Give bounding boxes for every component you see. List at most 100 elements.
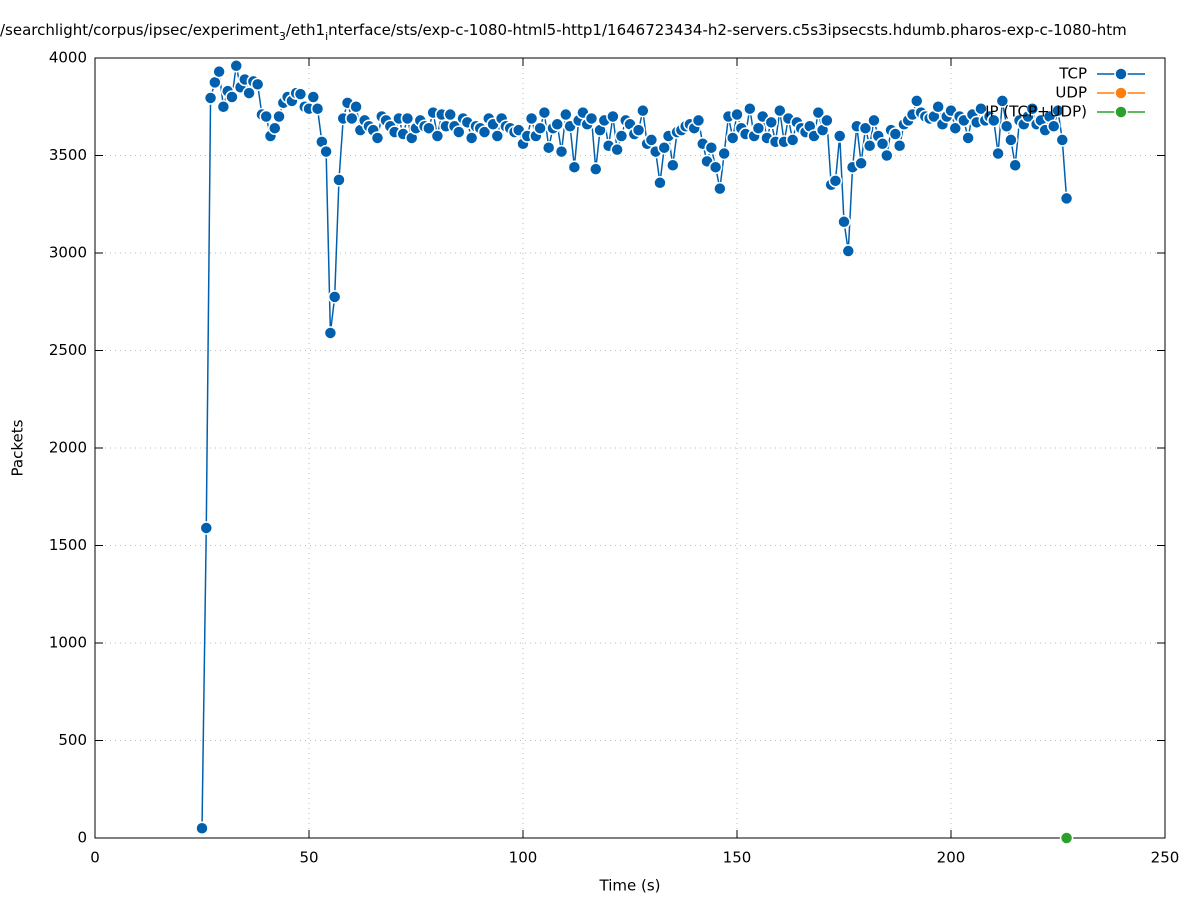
data-point [832, 129, 847, 143]
data-point [422, 121, 436, 135]
data-point [725, 131, 740, 145]
data-point [606, 109, 620, 124]
data-point [490, 129, 505, 143]
data-point [306, 90, 321, 104]
x-tick-label: 50 [299, 849, 318, 867]
x-tick-label: 150 [723, 849, 752, 867]
data-point [1051, 103, 1065, 118]
chart-title: /searchlight/corpus/ipsec/experiment3/et… [0, 21, 1127, 43]
data-point [773, 103, 787, 118]
data-point [533, 121, 547, 135]
data-point [1004, 133, 1018, 147]
data-point [589, 162, 603, 176]
data-point [216, 100, 231, 114]
data-point [212, 64, 226, 79]
x-axis-label: Time (s) [599, 877, 661, 895]
title-part: i [325, 30, 328, 43]
data-point [691, 113, 706, 128]
x-tick-label: 250 [1151, 849, 1180, 867]
y-tick-label: 3500 [49, 146, 87, 164]
data-point [1025, 101, 1040, 116]
legend-marker [1114, 86, 1128, 100]
data-point [717, 146, 731, 161]
series-line [201, 65, 1068, 829]
data-point [730, 107, 744, 122]
data-point [644, 133, 659, 147]
data-point [319, 144, 333, 159]
data-point [584, 111, 599, 126]
data-point [811, 105, 826, 120]
x-tick-label: 0 [90, 849, 100, 867]
data-point [400, 111, 415, 126]
data-point [841, 244, 856, 258]
data-point [764, 115, 778, 130]
data-point [537, 105, 552, 120]
y-tick-label: 4000 [49, 49, 87, 67]
data-point [892, 139, 907, 153]
data-point [345, 111, 359, 126]
data-point [259, 109, 273, 124]
legend-marker [1114, 67, 1128, 81]
data-point [524, 111, 539, 126]
data-point [349, 100, 363, 114]
data-point [875, 137, 890, 151]
x-tick-label: 200 [937, 849, 966, 867]
y-tick-label: 1000 [49, 634, 87, 652]
data-point [828, 174, 843, 188]
data-point [708, 160, 723, 174]
data-point [751, 121, 766, 135]
data-point [293, 87, 308, 101]
y-axis-label: Packets [9, 419, 27, 476]
y-tick-label: 3000 [49, 244, 87, 262]
data-point [1055, 133, 1070, 147]
data-point [666, 158, 680, 172]
data-point [229, 59, 243, 73]
y-tick-label: 2000 [49, 439, 87, 457]
data-point [991, 146, 1005, 161]
data-point [477, 125, 492, 139]
data-point [858, 121, 873, 135]
data-point [837, 215, 851, 229]
data-point [636, 103, 650, 118]
data-point [974, 101, 988, 116]
data-point [225, 90, 239, 104]
data-point [550, 117, 564, 132]
y-tick-label: 0 [77, 829, 87, 847]
data-point [370, 131, 385, 145]
data-point [631, 123, 646, 137]
y-tick-label: 2500 [49, 341, 87, 359]
data-point [323, 326, 338, 340]
data-point [995, 94, 1010, 108]
data-point [559, 107, 573, 122]
data-point [987, 113, 1001, 128]
data-point [1046, 119, 1061, 133]
legend-label: IP (TCP+UDP) [985, 103, 1087, 121]
title-part: /eth1 [286, 21, 325, 39]
data-point [327, 290, 342, 304]
data-point [910, 94, 924, 108]
data-point [430, 129, 445, 143]
data-point [888, 127, 903, 141]
title-part: 3 [279, 30, 286, 43]
data-point [820, 113, 834, 128]
data-point [242, 86, 256, 100]
data-point [310, 101, 325, 116]
data-point [1008, 158, 1022, 172]
data-point [999, 119, 1014, 133]
data-point [464, 131, 479, 145]
x-tick-label: 100 [509, 849, 538, 867]
data-point [610, 142, 624, 157]
data-point [743, 101, 757, 116]
data-point [880, 148, 894, 163]
data-point [195, 821, 209, 835]
data-point [931, 100, 945, 114]
plot-border [94, 57, 1166, 839]
data-point [250, 77, 265, 92]
data-point [199, 521, 214, 535]
data-point [657, 140, 671, 155]
data-point [452, 125, 466, 139]
data-point [567, 160, 582, 174]
data-point [704, 140, 719, 155]
data-point [614, 129, 629, 143]
